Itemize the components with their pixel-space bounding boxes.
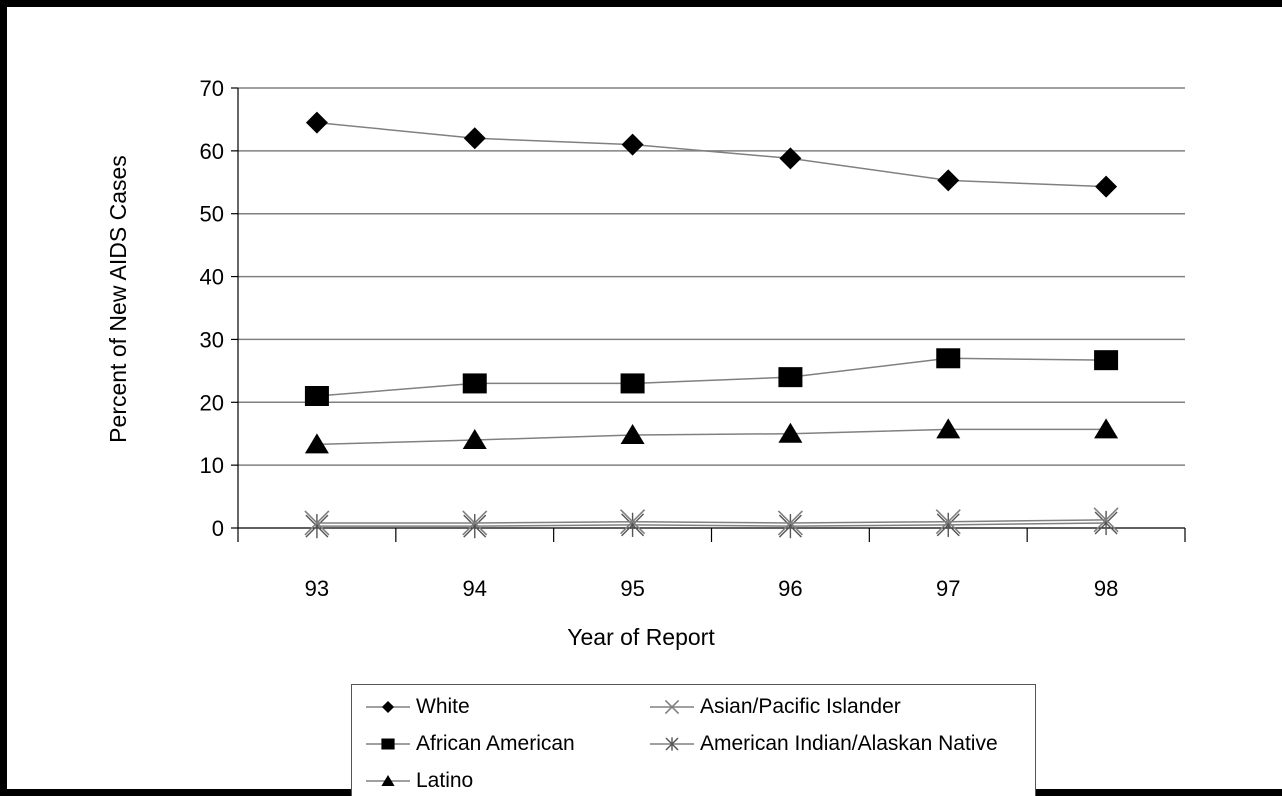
data-point — [935, 509, 961, 535]
legend: White Asian/Pacific Islander African Ameri… — [351, 684, 1036, 796]
y-tick-label: 20 — [200, 390, 224, 415]
series — [304, 111, 1119, 539]
gridlines — [238, 87, 1185, 466]
data-point — [620, 373, 645, 394]
data-point — [621, 133, 644, 156]
data-point — [937, 169, 960, 192]
data-point — [778, 367, 803, 388]
legend-item: White — [364, 693, 470, 721]
y-tick-label: 40 — [200, 265, 224, 290]
legend-item: African American — [364, 730, 575, 758]
series-asian-pacific-islander — [304, 507, 1119, 536]
data-point — [621, 512, 645, 537]
y-tick-label: 0 — [212, 516, 224, 541]
series-line — [316, 428, 1107, 446]
data-point — [778, 514, 802, 539]
data-point — [463, 514, 487, 539]
data-point — [1094, 350, 1119, 371]
series-line — [316, 522, 1107, 527]
data-point — [778, 422, 803, 443]
legend-label: African American — [416, 732, 575, 755]
series-american-indian-alaskan-native — [305, 510, 1118, 539]
series-line — [316, 519, 1107, 524]
y-tick-label: 70 — [200, 76, 224, 101]
y-tick-label: 30 — [200, 327, 224, 352]
series-latino — [304, 418, 1119, 454]
x-tick-label: 96 — [778, 576, 802, 601]
data-point — [1095, 175, 1118, 198]
series-line — [316, 357, 1107, 397]
legend-label: White — [416, 695, 470, 718]
legend-item: Asian/Pacific Islander — [648, 693, 901, 721]
legend-swatch-icon — [648, 693, 696, 721]
data-point — [1093, 507, 1119, 533]
data-point — [305, 111, 328, 134]
legend-swatch-icon — [364, 767, 412, 795]
legend-item: American Indian/Alaskan Native — [648, 730, 998, 758]
legend-swatch-icon — [364, 730, 412, 758]
data-point — [463, 127, 486, 150]
legend-label: Latino — [416, 769, 474, 792]
data-point — [1094, 510, 1118, 536]
data-point — [936, 348, 961, 369]
x-tick-labels: 93 94 95 96 97 98 — [305, 576, 1119, 601]
x-tick-label: 93 — [305, 576, 329, 601]
y-tick-label: 50 — [200, 202, 224, 227]
y-axis-title: Percent of New AIDS Cases — [105, 155, 131, 443]
x-tick-label: 94 — [463, 576, 487, 601]
x-tick-label: 98 — [1094, 576, 1118, 601]
series-line — [316, 121, 1107, 188]
data-point — [462, 510, 488, 536]
axes — [231, 87, 1186, 542]
x-tick-label: 95 — [620, 576, 644, 601]
y-tick-label: 60 — [200, 139, 224, 164]
data-point — [304, 386, 329, 406]
legend-swatch-icon — [364, 693, 412, 721]
data-point — [304, 510, 330, 536]
data-point — [305, 514, 329, 539]
data-point — [462, 373, 487, 394]
data-point — [779, 147, 802, 170]
legend-item: Latino — [364, 767, 473, 795]
y-tick-label: 10 — [200, 453, 224, 478]
line-chart: 0 10 20 30 40 50 60 70 93 94 95 96 97 98 Percent of … — [105, 76, 1186, 650]
data-point — [936, 418, 961, 439]
data-point — [304, 433, 329, 454]
chart-frame: 0 10 20 30 40 50 60 70 93 94 95 96 97 98 Percent of … — [7, 7, 1282, 796]
data-point — [620, 509, 646, 535]
series-african-american — [304, 348, 1119, 406]
data-point — [777, 510, 803, 536]
legend-label: Asian/Pacific Islander — [700, 695, 901, 718]
data-point — [1094, 418, 1119, 439]
series-white — [305, 111, 1118, 198]
legend-label: American Indian/Alaskan Native — [700, 732, 998, 755]
legend-swatch-icon — [648, 730, 696, 758]
x-tick-label: 97 — [936, 576, 960, 601]
data-point — [620, 423, 645, 444]
y-tick-labels: 0 10 20 30 40 50 60 70 — [200, 76, 224, 541]
x-axis-title: Year of Report — [567, 624, 715, 650]
data-point — [936, 512, 960, 537]
data-point — [462, 429, 487, 449]
